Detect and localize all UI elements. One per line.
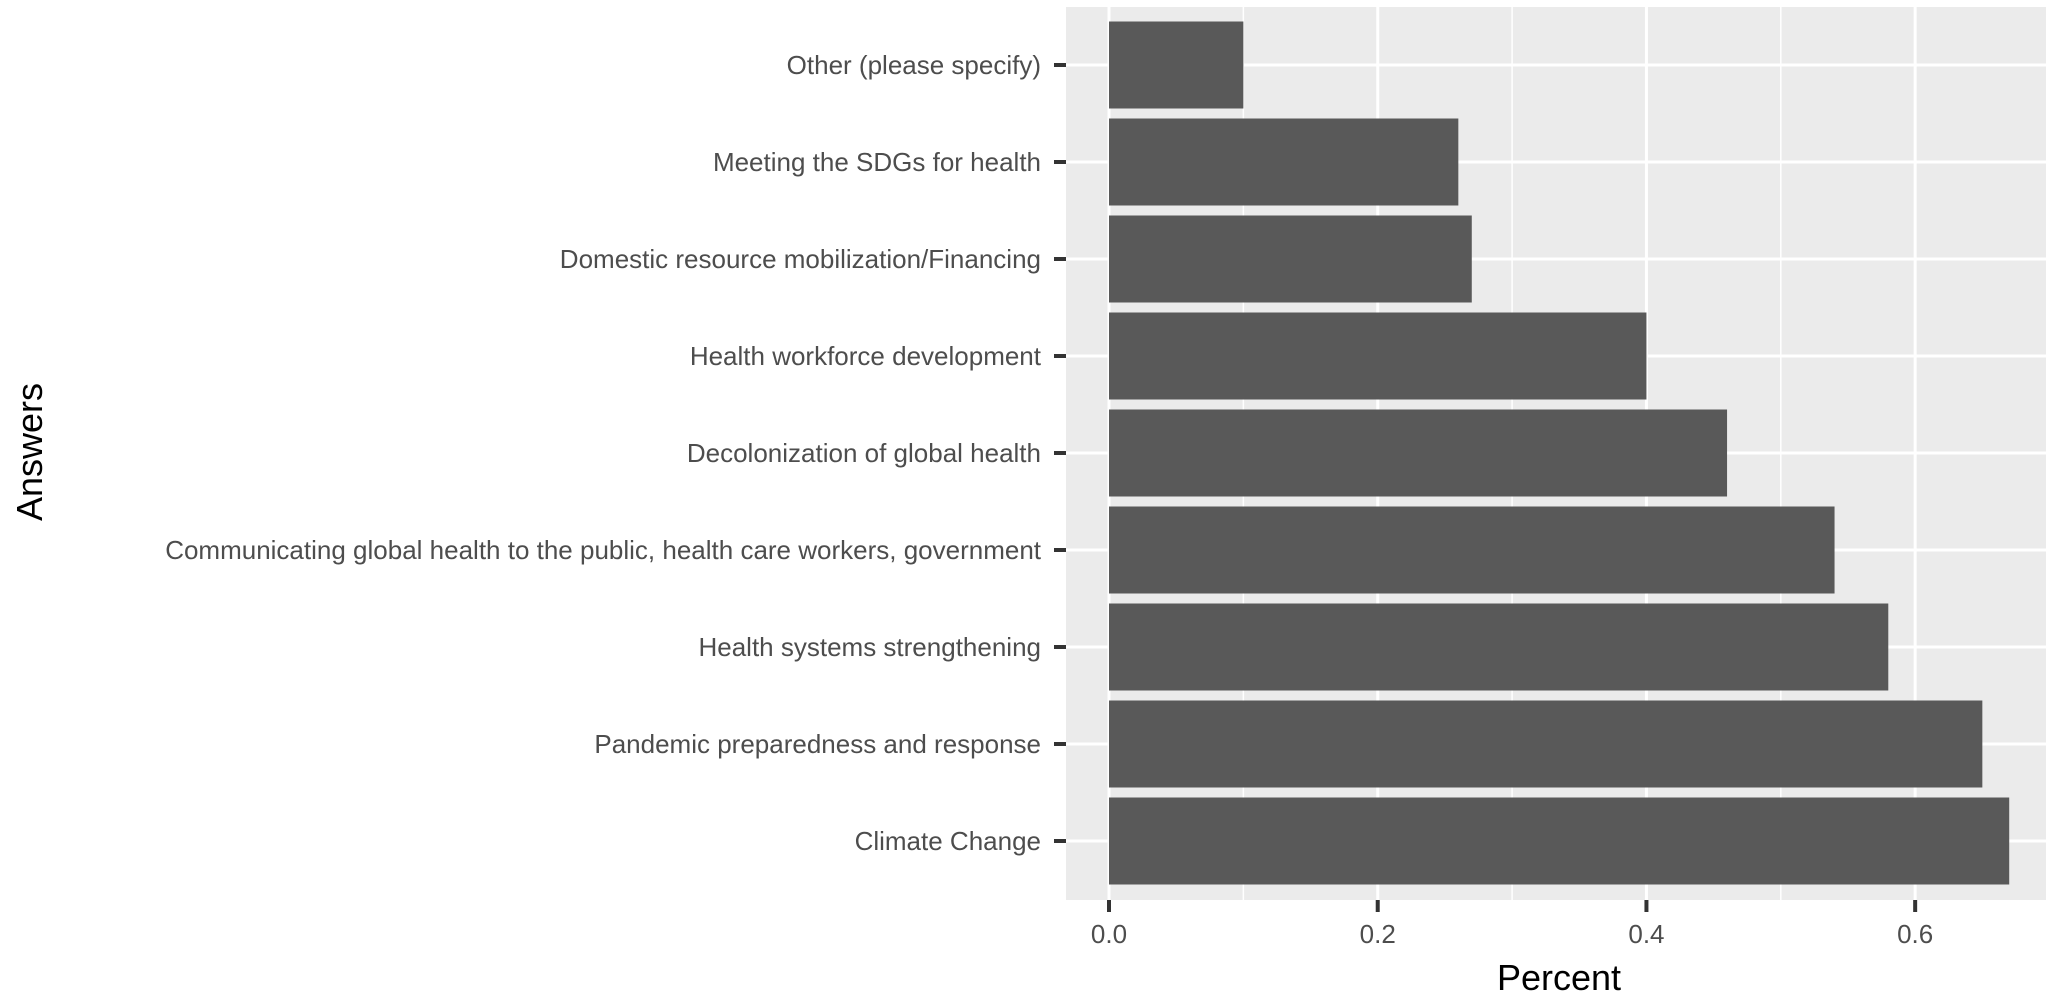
y-tick-label: Health systems strengthening: [698, 632, 1041, 662]
x-tick-label: 0.0: [1091, 919, 1127, 949]
y-tick-label: Decolonization of global health: [687, 438, 1041, 468]
y-tick-label: Pandemic preparedness and response: [594, 729, 1041, 759]
bar: [1109, 215, 1472, 303]
bar: [1109, 409, 1728, 497]
bar: [1109, 312, 1647, 400]
bar: [1109, 797, 2010, 885]
bar: [1109, 603, 1889, 691]
y-axis: Other (please specify) Meeting the SDGs f…: [165, 50, 1066, 856]
y-axis-title: Answers: [9, 383, 50, 521]
x-tick-label: 0.2: [1360, 919, 1396, 949]
y-tick-label: Health workforce development: [690, 341, 1042, 371]
bar: [1109, 506, 1835, 594]
bar: [1109, 118, 1459, 206]
y-tick-label: Climate Change: [855, 826, 1041, 856]
y-tick-label: Other (please specify): [787, 50, 1041, 80]
bar: [1109, 700, 1983, 788]
x-axis-title: Percent: [1497, 957, 1621, 996]
x-axis: 0.0 0.2 0.4 0.6: [1091, 900, 1933, 949]
y-tick-label: Domestic resource mobilization/Financing: [560, 244, 1041, 274]
bars: [1109, 21, 2010, 885]
x-tick-label: 0.4: [1628, 919, 1664, 949]
y-tick-label: Communicating global health to the publi…: [165, 535, 1042, 565]
x-tick-label: 0.6: [1897, 919, 1933, 949]
bar: [1109, 21, 1244, 109]
y-tick-label: Meeting the SDGs for health: [713, 147, 1041, 177]
